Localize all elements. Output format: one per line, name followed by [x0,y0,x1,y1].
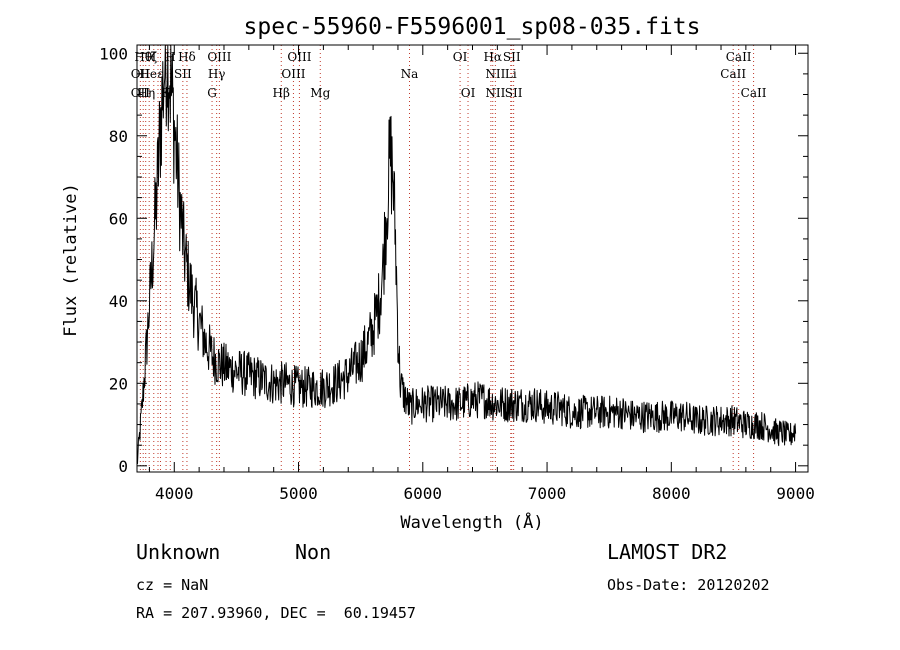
object-subclass: Non [295,540,332,564]
line-label: CaII [741,86,767,100]
line-label: G [207,86,217,100]
line-label: OI [461,86,476,100]
spectrum-series-line [136,45,797,465]
line-label: Hα [483,50,502,64]
line-label: CaII [720,67,746,81]
line-label: NII [485,67,505,81]
line-label: Hβ [273,86,290,100]
line-label: NII [485,86,505,100]
x-axis-label: Wavelength (Å) [400,511,543,533]
line-label: SII [174,67,192,81]
line-label: OIII [207,50,231,64]
line-label: Li [505,67,517,81]
line-label: ε [157,67,163,81]
line-label: OI [453,50,468,64]
y-tick-label: 80 [109,127,128,146]
redshift-cz: cz = NaN [136,576,209,594]
x-tick-label: 7000 [528,484,567,503]
line-label: H [146,50,156,64]
line-label: Mg [310,86,330,100]
axis-ticks: 4000 5000 6000 7000 8000 9000 0 20 40 60 80 100 [99,44,815,503]
y-tick-label: 0 [118,457,128,476]
coordinates: RA = 207.93960, DEC = 60.19457 [136,604,416,622]
line-label: He [139,67,157,81]
x-tick-label: 8000 [652,484,691,503]
chart-title: spec-55960-F5596001_sp08-035.fits [244,14,701,40]
line-label: OIII [287,50,311,64]
survey-name: LAMOST DR2 [607,540,728,564]
line-label: Hδ [178,50,196,64]
y-tick-label: 100 [99,44,128,63]
x-tick-label: 9000 [776,484,815,503]
y-tick-label: 40 [109,292,128,311]
object-class: Unknown [136,540,221,564]
plot-frame [136,44,809,473]
y-tick-label: 20 [109,374,128,393]
line-label: OII [131,86,151,100]
line-label: CaII [726,50,752,64]
y-axis-label: Flux (relative) [61,183,81,337]
line-label: SII [503,50,521,64]
observation-date: Obs-Date: 20120202 [607,576,770,594]
line-label: Hη [137,86,155,100]
y-tick-label: 60 [109,209,128,228]
line-label: SII [505,86,523,100]
x-tick-label: 6000 [404,484,443,503]
x-tick-label: 5000 [279,484,318,503]
line-label: ζ [151,50,158,64]
line-label: Hγ [208,67,226,81]
x-tick-label: 4000 [155,484,194,503]
line-label: OIII [281,67,305,81]
line-label: Na [401,67,419,81]
